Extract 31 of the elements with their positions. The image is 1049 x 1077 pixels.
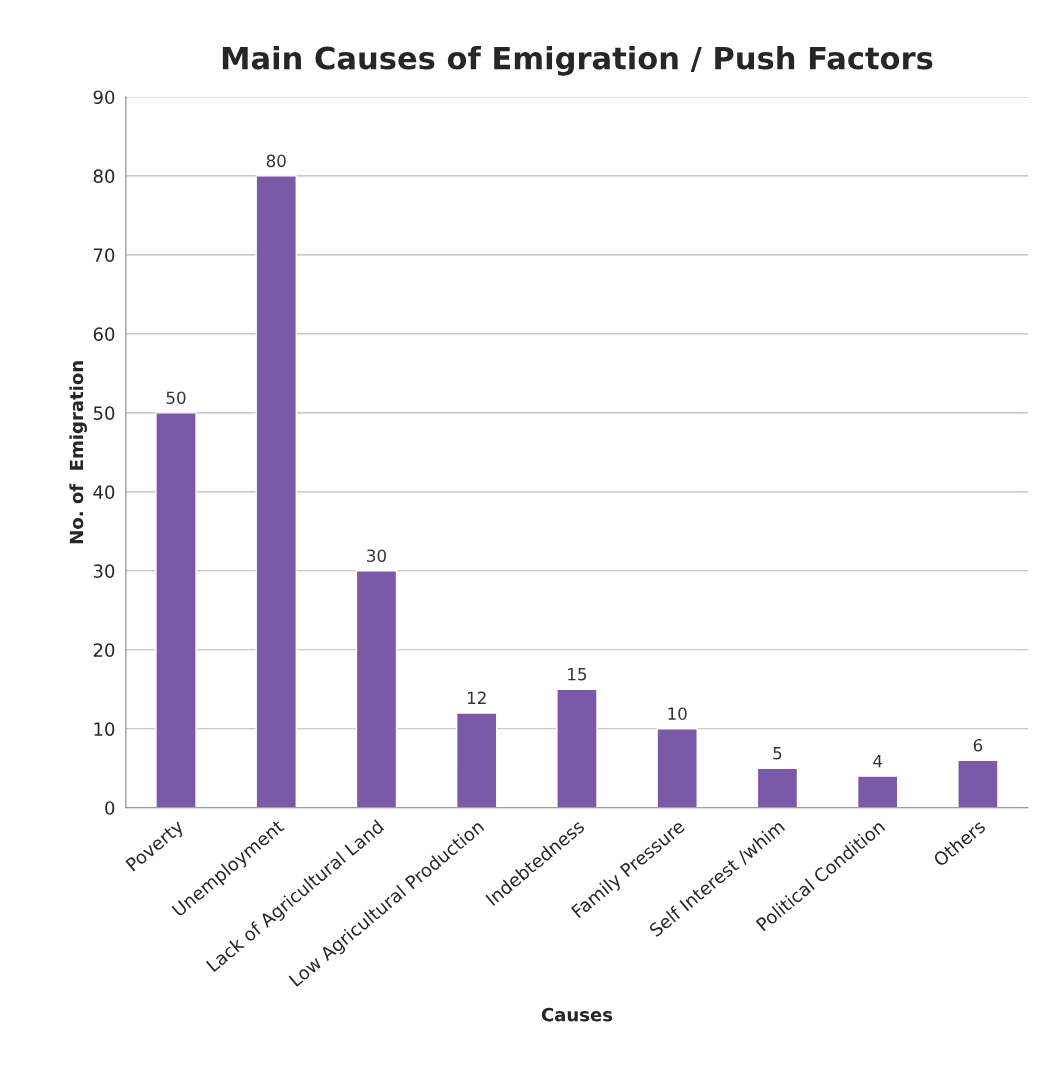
y-tick-label: 20 (93, 643, 115, 657)
data-label: 80 (266, 154, 286, 168)
data-label: 6 (973, 738, 983, 752)
bar (556, 688, 598, 808)
y-tick-label: 40 (93, 485, 115, 499)
y-tick-label: 80 (93, 169, 115, 184)
bar (957, 759, 999, 808)
data-label: 12 (467, 691, 486, 704)
bar (455, 712, 498, 808)
y-axis-title: No. of Emigration (69, 361, 87, 544)
y-tick-label: 60 (93, 327, 115, 341)
bar (856, 775, 899, 808)
bar (355, 570, 398, 808)
x-axis-title: Causes (541, 1007, 613, 1022)
bar (155, 412, 197, 808)
y-tick-label: 10 (94, 722, 115, 736)
data-label: 15 (568, 668, 587, 681)
y-tick-label: 70 (93, 248, 115, 263)
y-tick-label: 50 (93, 406, 115, 420)
data-label: 10 (668, 707, 687, 720)
data-label: 4 (873, 754, 883, 768)
data-label: 50 (166, 391, 186, 405)
bar (255, 175, 297, 808)
y-tick-label: 0 (105, 801, 115, 815)
y-tick-label: 30 (93, 564, 115, 578)
data-label: 30 (367, 549, 386, 563)
data-label: 5 (773, 747, 782, 760)
chart-title: Main Causes of Emigration / Push Factors (222, 45, 933, 76)
bar (756, 767, 799, 808)
bar (656, 728, 698, 808)
y-tick-label: 90 (93, 90, 115, 105)
